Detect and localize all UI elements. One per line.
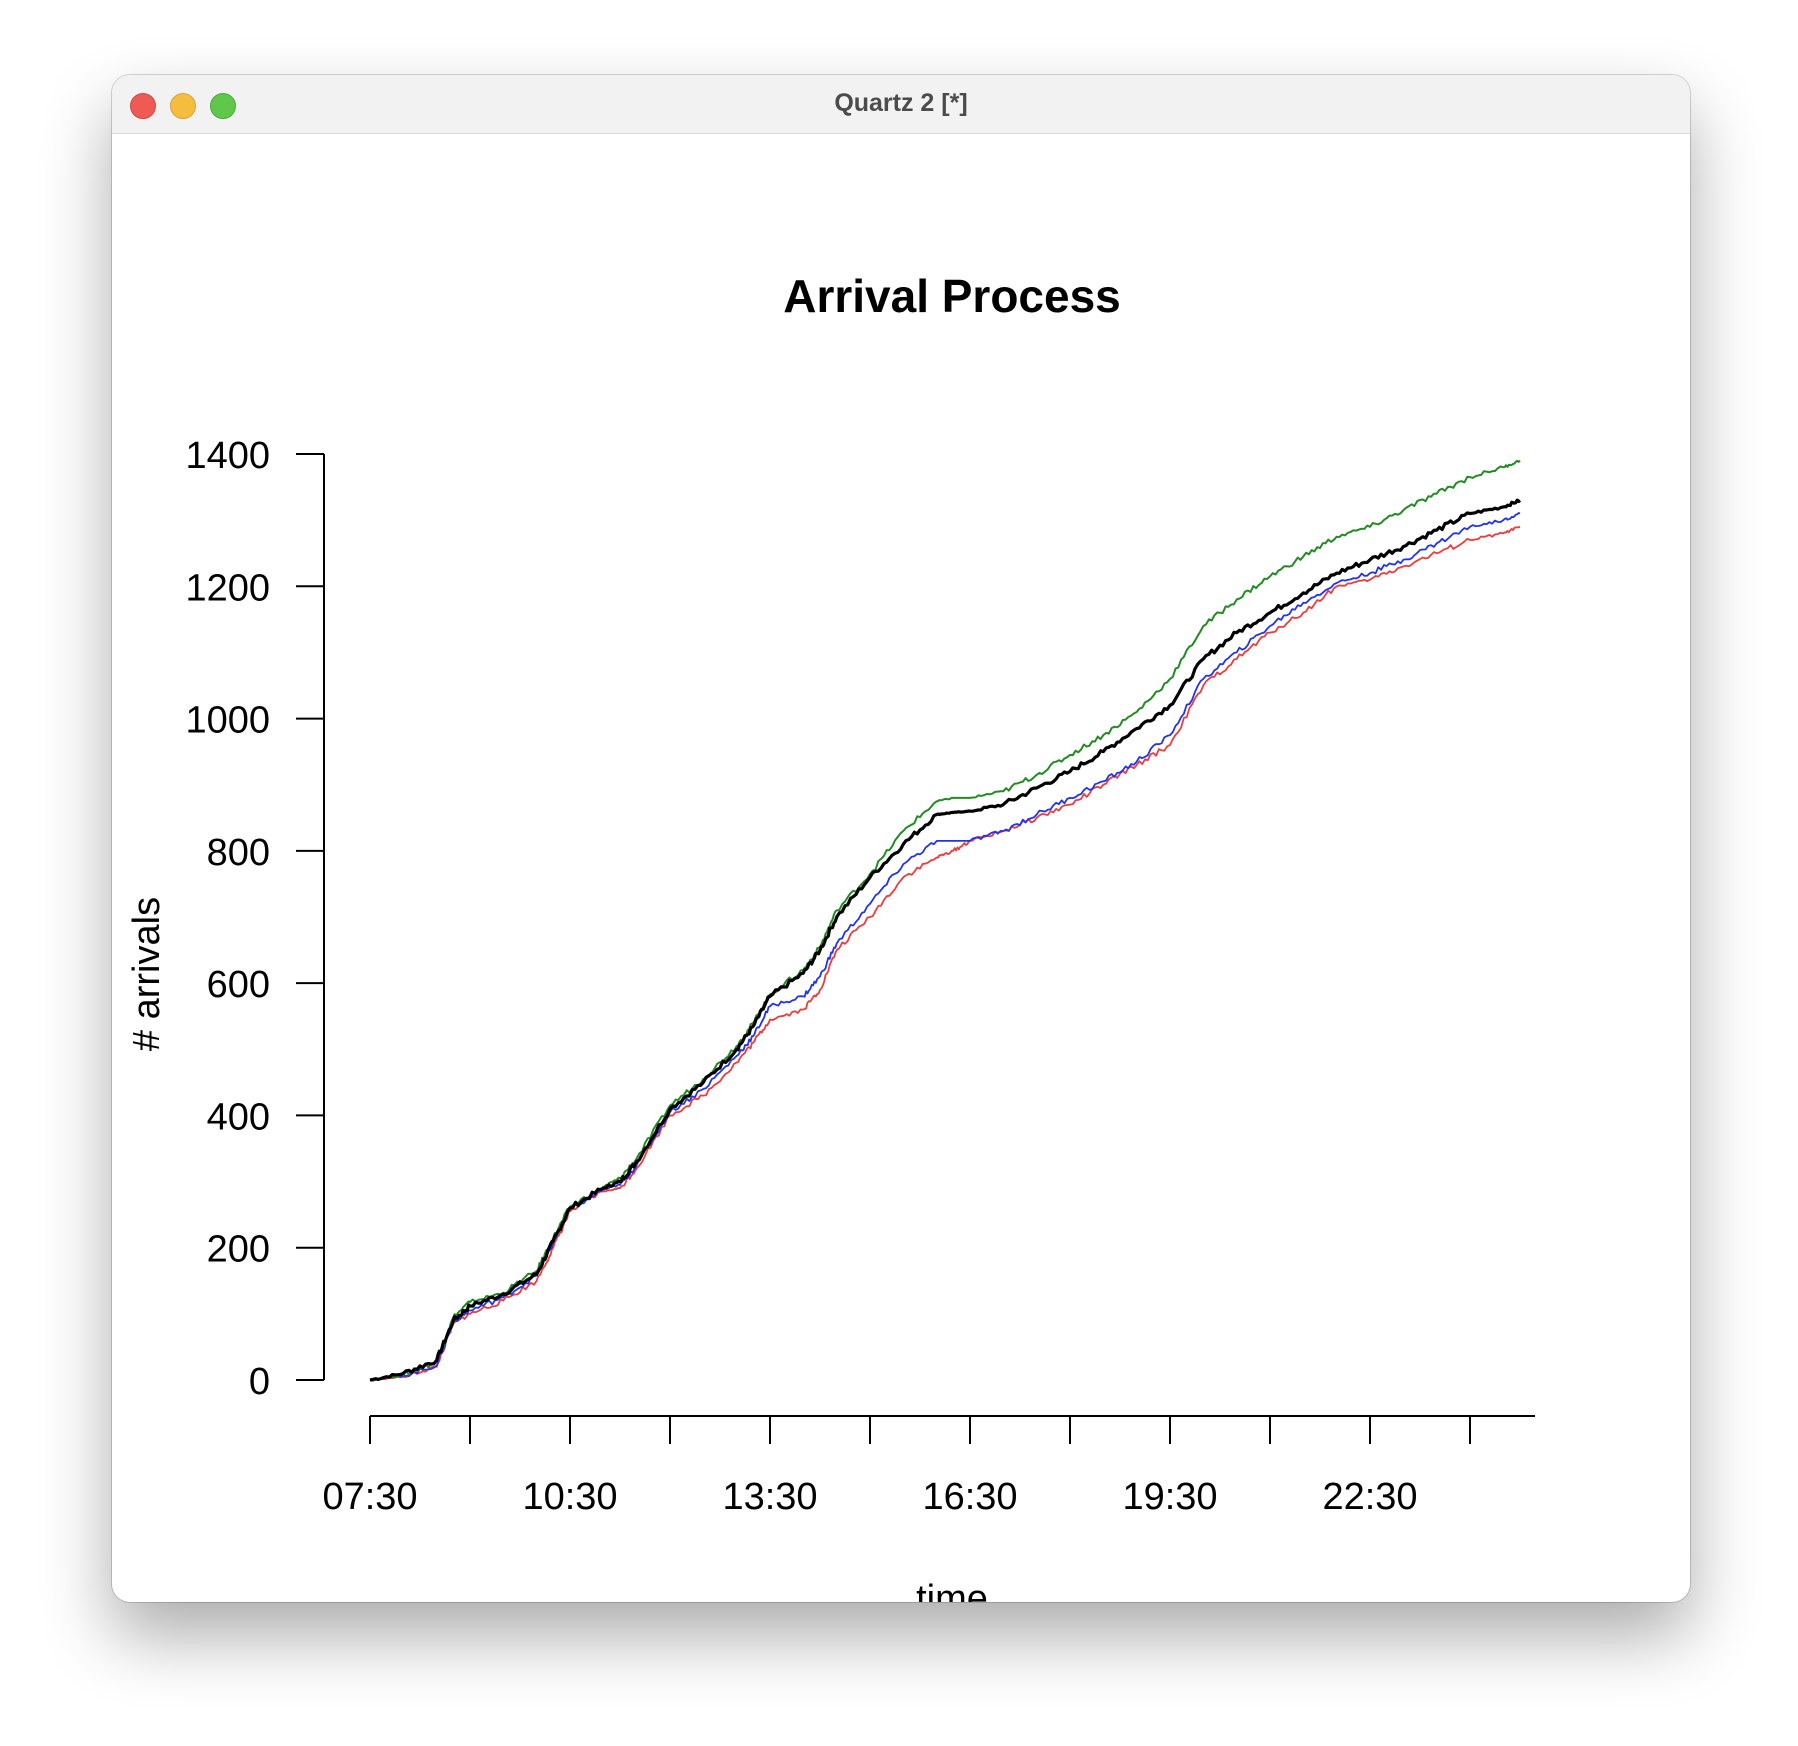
y-tick-label: 0 bbox=[249, 1361, 270, 1403]
x-axis-label: time bbox=[916, 1578, 988, 1602]
close-button[interactable] bbox=[130, 93, 156, 119]
x-tick-label: 22:30 bbox=[1322, 1476, 1417, 1518]
series-line bbox=[369, 512, 1521, 1382]
y-tick-label: 600 bbox=[207, 964, 270, 1006]
series-lines bbox=[369, 459, 1522, 1382]
minimize-button[interactable] bbox=[170, 93, 196, 119]
x-tick-label: 07:30 bbox=[322, 1476, 417, 1518]
plot-window: Quartz 2 [*] Arrival Process 0 200 400 600 8… bbox=[112, 75, 1690, 1602]
chart-title: Arrival Process bbox=[783, 270, 1121, 322]
title-bar[interactable]: Quartz 2 [*] bbox=[112, 75, 1690, 134]
x-tick-label: 13:30 bbox=[722, 1476, 817, 1518]
series-line bbox=[369, 525, 1521, 1381]
zoom-button[interactable] bbox=[210, 93, 236, 119]
y-tick-label: 400 bbox=[207, 1096, 270, 1138]
y-tick-label: 1400 bbox=[185, 435, 270, 477]
y-axis-label: # arrivals bbox=[126, 897, 168, 1051]
y-tick-label: 1000 bbox=[185, 700, 270, 742]
x-tick-label: 19:30 bbox=[1122, 1476, 1217, 1518]
chart: Arrival Process 0 200 400 600 800 1000 1200 140… bbox=[126, 270, 1535, 1602]
x-tick-label: 16:30 bbox=[922, 1476, 1017, 1518]
y-tick-label: 1200 bbox=[185, 567, 270, 609]
series-line bbox=[369, 498, 1522, 1382]
y-tick-label: 200 bbox=[207, 1229, 270, 1271]
window-title: Quartz 2 [*] bbox=[834, 89, 968, 117]
x-tick-label: 10:30 bbox=[522, 1476, 617, 1518]
x-ticks: 07:30 10:30 13:30 16:30 19:30 22:30 bbox=[322, 1416, 1471, 1518]
y-tick-label: 800 bbox=[207, 832, 270, 874]
y-ticks: 0 200 400 600 800 1000 1200 1400 bbox=[185, 435, 324, 1403]
series-line bbox=[369, 459, 1521, 1382]
